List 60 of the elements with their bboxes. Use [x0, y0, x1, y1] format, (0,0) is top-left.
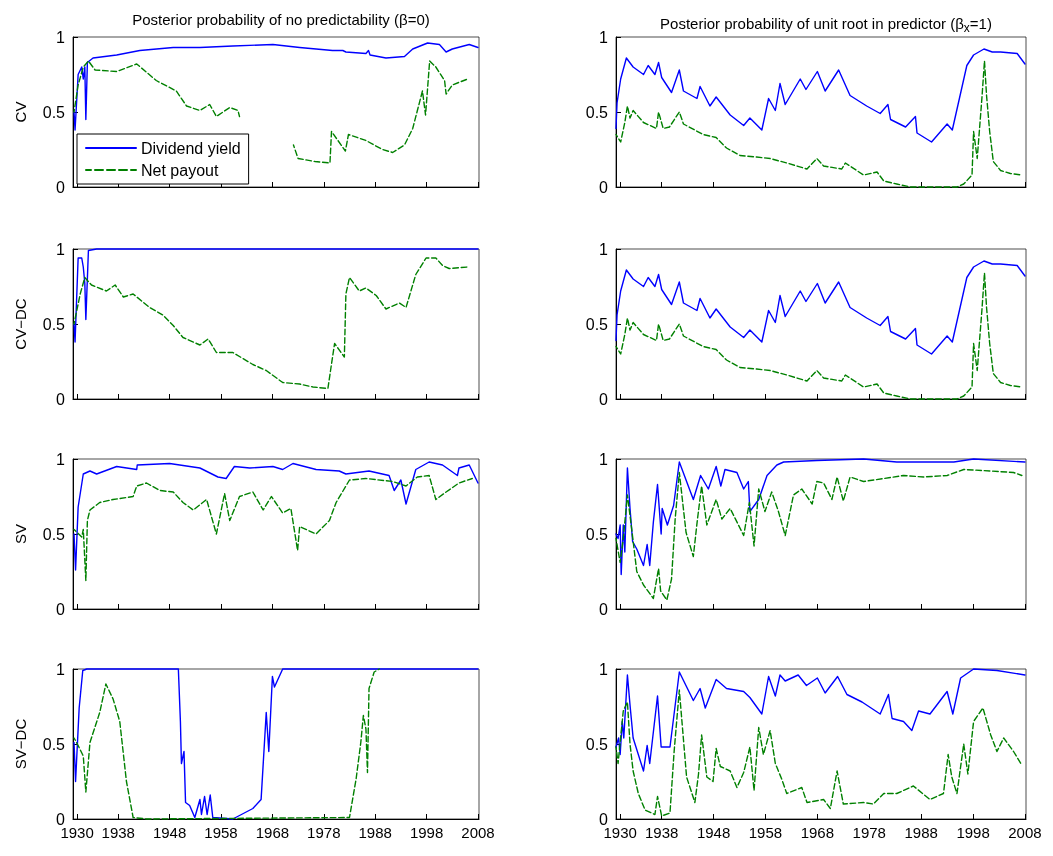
x-tick-label: 1978: [852, 824, 886, 841]
y-tick-label: 1: [599, 240, 609, 258]
x-tick-label: 1998: [409, 824, 444, 841]
y-axis-title: SV: [12, 523, 29, 545]
line-series: [73, 42, 479, 131]
y-tick-label: 0: [599, 178, 609, 196]
legend-label: Net payout: [141, 161, 219, 179]
x-tick-label: 1958: [748, 824, 783, 841]
x-tick-label: 1948: [152, 824, 187, 841]
x-tick-label: 1948: [696, 824, 731, 841]
x-tick-label: 1988: [904, 824, 938, 841]
y-tick-label: 0.5: [42, 103, 66, 121]
y-tick-label: 0.5: [585, 103, 609, 121]
y-tick-label: 1: [599, 660, 609, 678]
x-tick-label: 1968: [800, 824, 835, 841]
y-tick-label: 0: [56, 178, 66, 196]
y-tick-label: 0.5: [42, 525, 66, 543]
y-tick-label: 0: [56, 390, 66, 408]
line-series: [615, 668, 1026, 772]
line-series: [73, 668, 479, 820]
y-axis-title: SV−DC: [12, 718, 29, 770]
x-tick-label: 1938: [644, 824, 679, 841]
x-tick-label: 1938: [101, 824, 135, 841]
y-tick-label: 0: [56, 600, 66, 618]
line-series: [615, 458, 1026, 576]
x-tick-label: 1958: [204, 824, 238, 841]
legend-label: Dividend yield: [141, 139, 241, 157]
x-tick-label: 1998: [956, 824, 990, 841]
x-tick-label: 1968: [255, 824, 290, 841]
x-tick-label: 1978: [307, 824, 341, 841]
y-tick-label: 0: [599, 390, 609, 408]
line-series: [73, 668, 380, 820]
line-series: [73, 257, 469, 390]
line-series: [615, 468, 1023, 601]
chart-title: Posterior probability of no predictability (β=0): [132, 11, 430, 28]
y-tick-label: 0.5: [42, 735, 66, 753]
line-series: [615, 272, 1023, 400]
line-series: [615, 260, 1026, 355]
x-tick-label: 1988: [358, 824, 392, 841]
line-series: [73, 248, 479, 343]
y-tick-label: 1: [56, 240, 66, 258]
y-tick-label: 1: [56, 28, 66, 46]
line-series: [73, 474, 474, 582]
y-tick-label: 1: [599, 450, 609, 468]
y-tick-label: 1: [56, 660, 66, 678]
y-tick-label: 0.5: [585, 315, 609, 333]
line-series: [615, 48, 1026, 143]
y-tick-label: 0.5: [585, 735, 609, 753]
line-series: [615, 60, 1023, 188]
x-tick-label: 2008: [1008, 824, 1042, 841]
line-series: [73, 461, 479, 571]
y-tick-label: 1: [599, 28, 609, 46]
line-series: [615, 689, 1022, 817]
y-tick-label: 0.5: [42, 315, 66, 333]
y-tick-label: 1: [56, 450, 66, 468]
y-axis-title: CV: [12, 101, 29, 123]
y-tick-label: 0.5: [585, 525, 609, 543]
y-axis-title: CV−DC: [12, 298, 29, 350]
y-tick-label: 0: [599, 600, 609, 618]
x-tick-label: 2008: [461, 824, 495, 841]
